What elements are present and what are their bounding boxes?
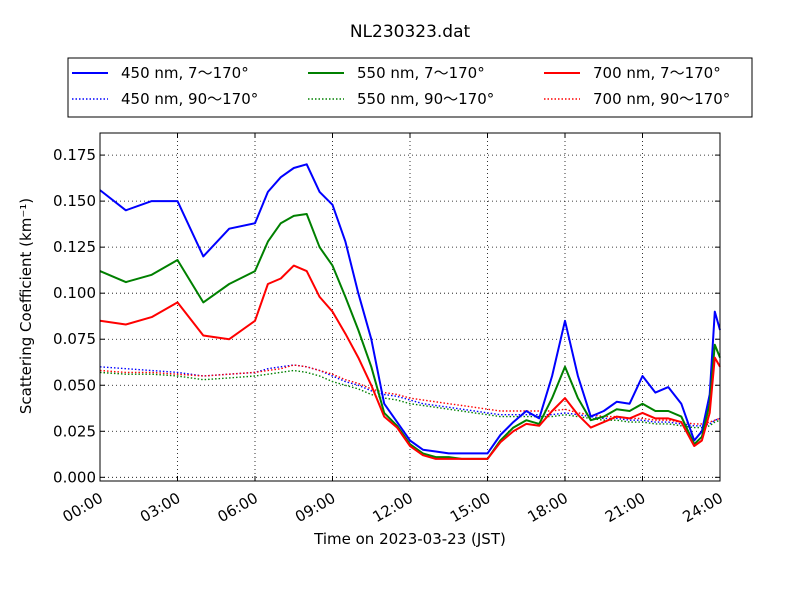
- legend-label: 700 nm, 7～170°: [593, 64, 721, 82]
- series-line-4: [99, 264, 721, 460]
- y-tick-label: 0.125: [53, 238, 96, 256]
- legend-box: [67, 57, 753, 118]
- legend-label: 550 nm, 7～170°: [357, 64, 485, 82]
- legend-label: 550 nm, 90～170°: [357, 90, 494, 108]
- y-tick-label: 0.050: [53, 376, 96, 394]
- plot-background: [100, 133, 720, 481]
- y-tick-label: 0.175: [53, 146, 96, 164]
- series-layer: [99, 163, 721, 460]
- y-axis-label: Scattering Coefficient (km⁻¹): [17, 198, 35, 414]
- series-line-0: [99, 163, 721, 455]
- legend: 450 nm, 7～170° 450 nm, 90～170° 550 nm, 7～1…: [67, 57, 753, 118]
- x-tick-label: 21:00: [602, 489, 648, 526]
- x-tick-label: 24:00: [680, 489, 726, 526]
- y-tick-label: 0.075: [53, 330, 96, 348]
- legend-label: 450 nm, 90～170°: [121, 90, 258, 108]
- series-line-5: [99, 364, 721, 425]
- chart-title: NL230323.dat: [350, 22, 471, 42]
- series-line-1: [99, 364, 721, 427]
- y-tick-label: 0.025: [53, 422, 96, 440]
- x-tick-label: 06:00: [215, 489, 261, 526]
- x-axis-label: Time on 2023-03-23 (JST): [313, 530, 506, 548]
- legend-label: 700 nm, 90～170°: [593, 90, 730, 108]
- y-tick-label: 0.000: [53, 468, 96, 486]
- legend-label: 450 nm, 7～170°: [121, 64, 249, 82]
- x-tick-label: 18:00: [525, 489, 571, 526]
- y-tick-label: 0.100: [53, 284, 96, 302]
- x-tick-label: 12:00: [370, 489, 416, 526]
- x-tick-label: 09:00: [292, 489, 338, 526]
- x-tick-label: 00:00: [60, 489, 106, 526]
- series-line-3: [99, 369, 721, 429]
- grid-lines: [100, 133, 720, 481]
- x-tick-label: 15:00: [447, 489, 493, 526]
- y-tick-label: 0.150: [53, 192, 96, 210]
- x-tick-label: 03:00: [137, 489, 183, 526]
